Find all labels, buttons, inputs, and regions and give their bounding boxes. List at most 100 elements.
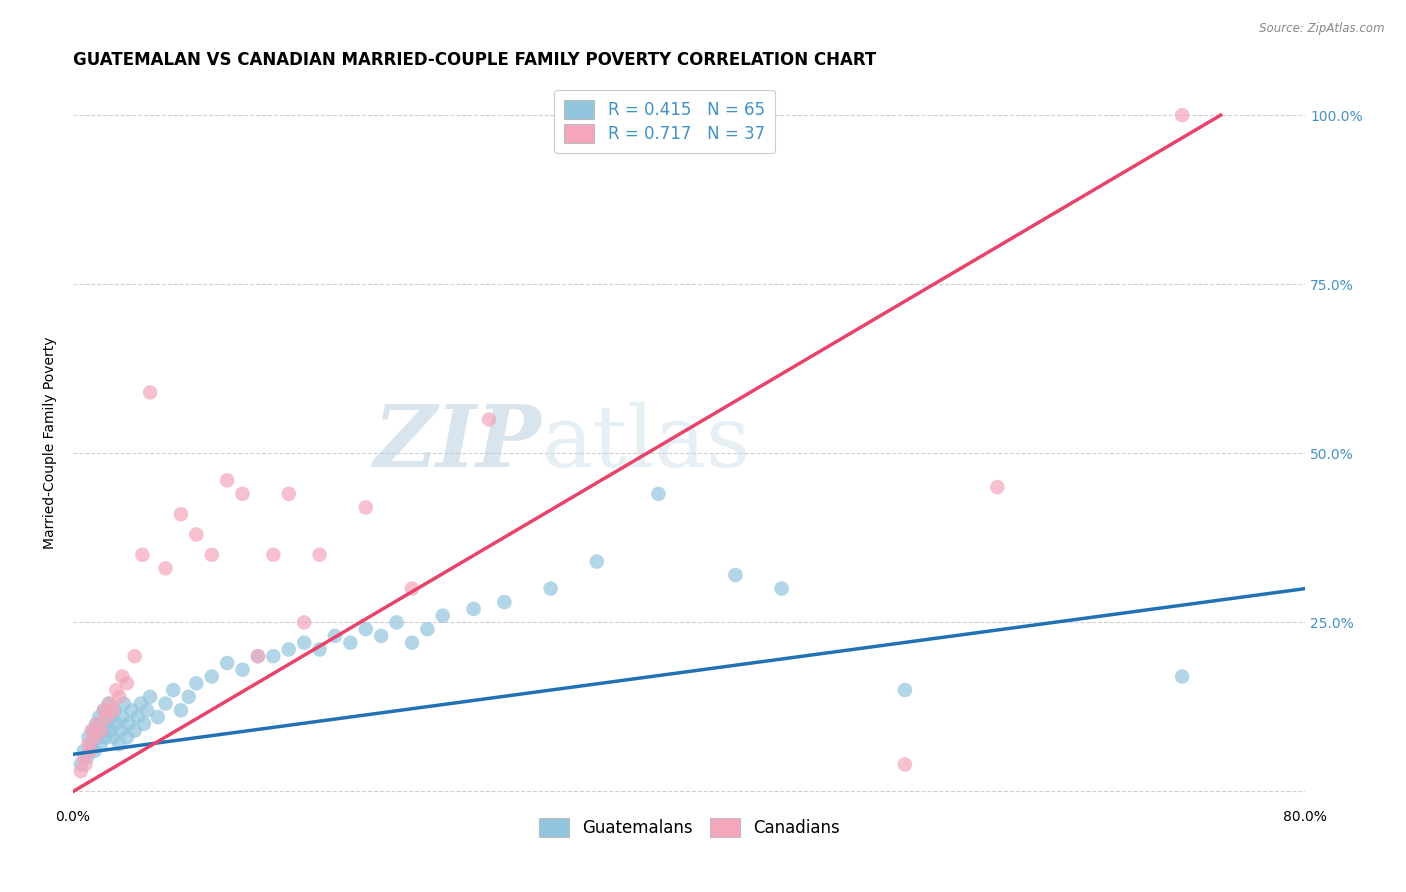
Point [121,703,143,717]
Y-axis label: Married-Couple Family Poverty: Married-Couple Family Poverty [44,337,58,549]
Point [97,697,120,711]
Point [217,656,239,670]
Point [308,548,330,562]
Point [385,615,408,630]
Point [585,555,607,569]
Point [80,723,103,738]
Point [108,690,131,704]
Point [115,731,138,745]
Point [217,474,239,488]
Point [90,737,112,751]
Text: GUATEMALAN VS CANADIAN MARRIED-COUPLE FAMILY POVERTY CORRELATION CHART: GUATEMALAN VS CANADIAN MARRIED-COUPLE FA… [73,51,876,69]
Point [83,731,105,745]
Point [76,750,98,764]
Point [277,487,299,501]
Text: ZIP: ZIP [374,401,541,485]
Point [986,480,1008,494]
Point [401,582,423,596]
Point [308,642,330,657]
Point [83,744,105,758]
Point [98,697,121,711]
Point [110,723,132,738]
Point [170,507,193,521]
Point [124,649,146,664]
Point [100,710,122,724]
Point [136,703,159,717]
Point [186,527,208,541]
Point [131,548,153,562]
Point [111,710,134,724]
Point [292,615,315,630]
Point [73,744,96,758]
Legend: Guatemalans, Canadians: Guatemalans, Canadians [533,811,846,844]
Point [277,642,299,657]
Point [124,723,146,738]
Point [1171,669,1194,683]
Point [96,716,118,731]
Point [246,649,269,664]
Point [75,757,97,772]
Point [93,703,115,717]
Point [91,723,114,738]
Point [647,487,669,501]
Point [79,744,101,758]
Point [69,764,91,779]
Point [132,716,155,731]
Point [1171,108,1194,122]
Point [155,697,177,711]
Point [463,602,485,616]
Point [87,731,110,745]
Point [115,676,138,690]
Point [69,757,91,772]
Point [354,500,377,515]
Point [540,582,562,596]
Point [339,636,361,650]
Point [111,669,134,683]
Point [170,703,193,717]
Point [90,723,112,738]
Point [127,710,149,724]
Point [112,697,135,711]
Point [494,595,516,609]
Point [724,568,747,582]
Point [104,703,127,717]
Point [155,561,177,575]
Point [96,710,118,724]
Point [139,385,162,400]
Text: atlas: atlas [541,401,751,484]
Point [105,716,128,731]
Point [129,697,152,711]
Point [177,690,200,704]
Point [87,716,110,731]
Point [770,582,793,596]
Point [105,683,128,698]
Point [231,487,253,501]
Point [894,683,917,698]
Point [162,683,184,698]
Point [117,716,139,731]
Point [101,731,124,745]
Point [94,731,117,745]
Point [101,703,124,717]
Point [73,750,96,764]
Point [231,663,253,677]
Point [262,548,284,562]
Point [292,636,315,650]
Point [478,412,501,426]
Point [80,737,103,751]
Point [139,690,162,704]
Point [98,723,121,738]
Point [108,737,131,751]
Point [84,716,107,731]
Point [93,703,115,717]
Point [201,669,224,683]
Point [370,629,392,643]
Point [416,622,439,636]
Point [186,676,208,690]
Text: Source: ZipAtlas.com: Source: ZipAtlas.com [1260,22,1385,36]
Point [89,710,111,724]
Point [77,731,100,745]
Point [401,636,423,650]
Point [894,757,917,772]
Point [146,710,169,724]
